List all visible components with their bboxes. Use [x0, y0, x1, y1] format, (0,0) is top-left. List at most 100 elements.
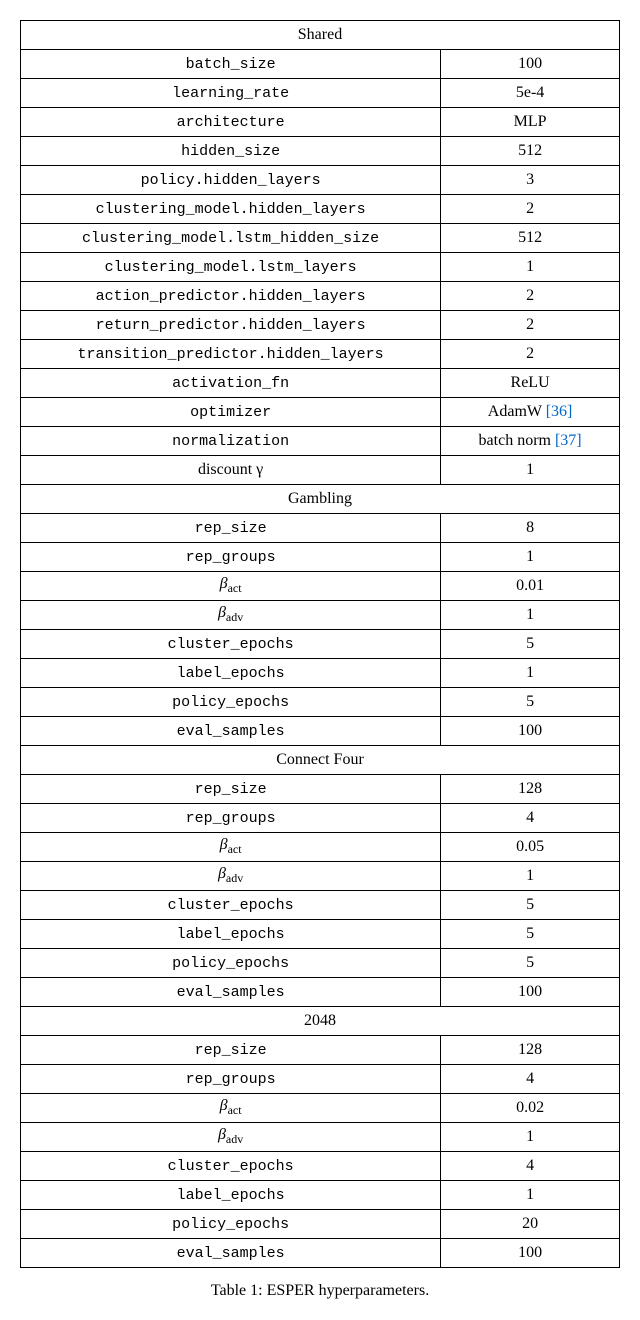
- param-cell: rep_size: [21, 514, 441, 543]
- param-cell: eval_samples: [21, 978, 441, 1007]
- table-row: eval_samples100: [21, 1239, 620, 1268]
- table-row: policy.hidden_layers3: [21, 166, 620, 195]
- value-cell: 5e-4: [441, 79, 620, 108]
- param-cell: policy_epochs: [21, 688, 441, 717]
- value-cell: 4: [441, 1152, 620, 1181]
- table-row: rep_size8: [21, 514, 620, 543]
- table-row: normalizationbatch norm [37]: [21, 427, 620, 456]
- value-cell: 1: [441, 456, 620, 485]
- value-cell: 1: [441, 862, 620, 891]
- param-cell: cluster_epochs: [21, 891, 441, 920]
- table-row: policy_epochs5: [21, 688, 620, 717]
- value-cell: 100: [441, 50, 620, 79]
- value-cell: 2: [441, 282, 620, 311]
- table-row: βact0.02: [21, 1094, 620, 1123]
- table-row: action_predictor.hidden_layers2: [21, 282, 620, 311]
- table-row: transition_predictor.hidden_layers2: [21, 340, 620, 369]
- table-row: βadv1: [21, 862, 620, 891]
- param-cell: rep_groups: [21, 543, 441, 572]
- value-cell: 20: [441, 1210, 620, 1239]
- citation-link[interactable]: [36]: [546, 403, 573, 420]
- table-row: cluster_epochs5: [21, 891, 620, 920]
- value-cell: 0.05: [441, 833, 620, 862]
- citation-link[interactable]: [37]: [555, 432, 582, 449]
- param-cell: transition_predictor.hidden_layers: [21, 340, 441, 369]
- value-cell: 2: [441, 340, 620, 369]
- param-cell: rep_groups: [21, 1065, 441, 1094]
- param-cell: architecture: [21, 108, 441, 137]
- param-cell: βadv: [21, 601, 441, 630]
- table-row: hidden_size512: [21, 137, 620, 166]
- table-caption: Table 1: ESPER hyperparameters.: [20, 1282, 620, 1300]
- param-cell: βadv: [21, 862, 441, 891]
- param-cell: eval_samples: [21, 1239, 441, 1268]
- table-row: rep_groups4: [21, 1065, 620, 1094]
- param-cell: policy.hidden_layers: [21, 166, 441, 195]
- value-cell: 100: [441, 978, 620, 1007]
- value-cell: 5: [441, 630, 620, 659]
- value-cell: 5: [441, 891, 620, 920]
- value-cell: ReLU: [441, 369, 620, 398]
- value-cell: 2: [441, 311, 620, 340]
- value-cell: 128: [441, 1036, 620, 1065]
- param-cell: βact: [21, 833, 441, 862]
- value-cell: 0.01: [441, 572, 620, 601]
- param-cell: cluster_epochs: [21, 1152, 441, 1181]
- table-row: label_epochs1: [21, 1181, 620, 1210]
- table-row: βadv1: [21, 1123, 620, 1152]
- value-cell: 1: [441, 601, 620, 630]
- value-cell: 2: [441, 195, 620, 224]
- table-row: rep_groups1: [21, 543, 620, 572]
- param-cell: rep_groups: [21, 804, 441, 833]
- param-cell: rep_size: [21, 775, 441, 804]
- table-row: policy_epochs20: [21, 1210, 620, 1239]
- table-row: cluster_epochs5: [21, 630, 620, 659]
- table-row: clustering_model.hidden_layers2: [21, 195, 620, 224]
- value-cell: AdamW [36]: [441, 398, 620, 427]
- param-cell: clustering_model.lstm_layers: [21, 253, 441, 282]
- section-header: 2048: [21, 1007, 620, 1036]
- section-header: Shared: [21, 21, 620, 50]
- table-row: learning_rate5e-4: [21, 79, 620, 108]
- param-cell: rep_size: [21, 1036, 441, 1065]
- param-cell: discount γ: [21, 456, 441, 485]
- table-row: rep_size128: [21, 1036, 620, 1065]
- table-row: cluster_epochs4: [21, 1152, 620, 1181]
- value-cell: 128: [441, 775, 620, 804]
- value-cell: 8: [441, 514, 620, 543]
- table-row: eval_samples100: [21, 717, 620, 746]
- value-cell: 1: [441, 543, 620, 572]
- value-cell: 0.02: [441, 1094, 620, 1123]
- table-row: clustering_model.lstm_hidden_size512: [21, 224, 620, 253]
- table-row: rep_size128: [21, 775, 620, 804]
- table-row: activation_fnReLU: [21, 369, 620, 398]
- value-cell: 1: [441, 659, 620, 688]
- param-cell: βadv: [21, 1123, 441, 1152]
- param-cell: label_epochs: [21, 1181, 441, 1210]
- table-row: batch_size100: [21, 50, 620, 79]
- table-row: rep_groups4: [21, 804, 620, 833]
- table-row: βact0.05: [21, 833, 620, 862]
- value-cell: 3: [441, 166, 620, 195]
- section-header: Connect Four: [21, 746, 620, 775]
- section-header: Gambling: [21, 485, 620, 514]
- table-row: label_epochs5: [21, 920, 620, 949]
- value-cell: 5: [441, 688, 620, 717]
- param-cell: optimizer: [21, 398, 441, 427]
- value-cell: 1: [441, 253, 620, 282]
- table-row: return_predictor.hidden_layers2: [21, 311, 620, 340]
- param-cell: return_predictor.hidden_layers: [21, 311, 441, 340]
- param-cell: policy_epochs: [21, 949, 441, 978]
- table-row: discount γ1: [21, 456, 620, 485]
- param-cell: clustering_model.lstm_hidden_size: [21, 224, 441, 253]
- table-row: policy_epochs5: [21, 949, 620, 978]
- param-cell: activation_fn: [21, 369, 441, 398]
- param-cell: label_epochs: [21, 659, 441, 688]
- table-row: βadv1: [21, 601, 620, 630]
- hyperparameter-table: Sharedbatch_size100learning_rate5e-4arch…: [20, 20, 620, 1268]
- value-cell: 5: [441, 920, 620, 949]
- param-cell: normalization: [21, 427, 441, 456]
- param-cell: hidden_size: [21, 137, 441, 166]
- param-cell: policy_epochs: [21, 1210, 441, 1239]
- value-cell: 4: [441, 1065, 620, 1094]
